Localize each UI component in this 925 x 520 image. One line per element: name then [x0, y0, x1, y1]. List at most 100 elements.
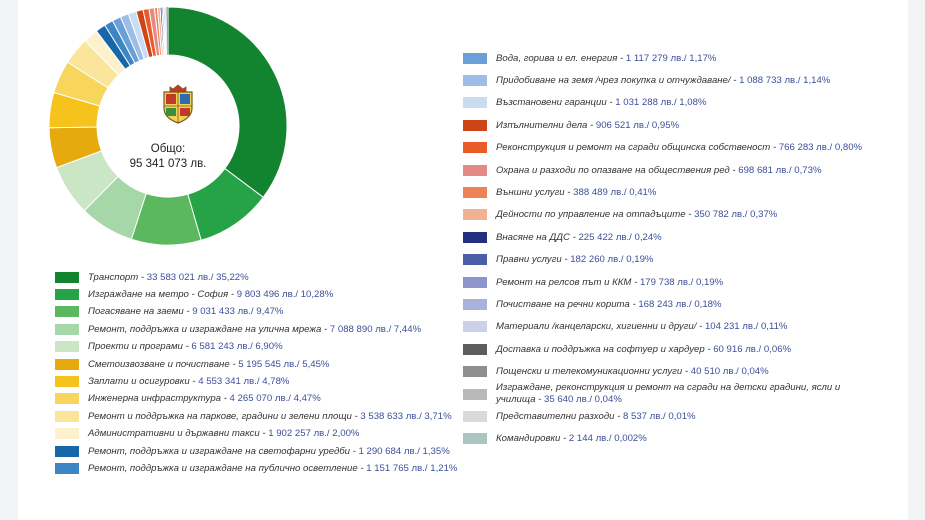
legend-category: Представителни разходи - [496, 410, 623, 422]
legend-value: 5 195 545 лв./ 5,45% [238, 358, 330, 370]
legend-value: 8 537 лв./ 0,01% [623, 410, 696, 422]
legend-label: Проекти и програми - 6 581 243 лв./ 6,90… [88, 341, 283, 352]
legend-label: Реконструкция и ремонт на сгради общинск… [496, 142, 862, 153]
donut-slice-24 [166, 7, 168, 56]
legend-swatch [55, 462, 79, 474]
donut-slice-0 [167, 6, 288, 198]
legend-category: Транспорт - [88, 271, 147, 283]
legend-label: Доставка и поддръжка на софтуер и хардуе… [496, 344, 791, 355]
legend-swatch [463, 74, 487, 86]
legend-label: Правни услуги - 182 260 лв./ 0,19% [496, 254, 653, 265]
legend-swatch [463, 142, 487, 154]
legend-item-19: Дейности по управление на отпадъците - 3… [463, 208, 777, 222]
legend-swatch [463, 186, 487, 198]
legend-swatch [463, 321, 487, 333]
legend-label: Командировки - 2 144 лв./ 0,002% [496, 433, 647, 444]
legend-label: Ремонт, поддръжка и изграждане на светоф… [88, 446, 450, 457]
legend-swatch [55, 428, 79, 440]
legend-value: 40 510 лв./ 0,04% [690, 366, 769, 378]
legend-value: 168 243 лв./ 0,18% [638, 298, 722, 310]
legend-label: Дейности по управление на отпадъците - 3… [496, 209, 777, 220]
legend-swatch [463, 366, 487, 378]
legend-item-18: Външни услуги - 388 489 лв./ 0,41% [463, 185, 656, 199]
legend-swatch [55, 288, 79, 300]
donut-slice-23 [164, 6, 168, 56]
legend-swatch [55, 306, 79, 318]
legend-value: 1 902 257 лв./ 2,00% [268, 428, 360, 440]
legend-swatch [55, 445, 79, 457]
legend-swatch [463, 231, 487, 243]
legend-value: 182 260 лв./ 0,19% [570, 254, 654, 266]
legend-label: Възстановени гаранции - 1 031 288 лв./ 1… [496, 97, 707, 108]
legend-label: Внасяне на ДДС - 225 422 лв./ 0,24% [496, 232, 662, 243]
legend-category: Инженерна инфраструктура - [88, 393, 230, 405]
legend-category: Пощенски и телекомуникационни услуги - [496, 366, 691, 378]
legend-category: Ремонт на релсов път и ККМ - [496, 276, 640, 288]
legend-value: 60 916 лв./ 0,06% [713, 343, 792, 355]
legend-label: Пощенски и телекомуникационни услуги - 4… [496, 366, 769, 377]
legend-category: Реконструкция и ремонт на сгради общинск… [496, 142, 779, 154]
legend-item-13: Придобиване на земя /чрез покупка и отчу… [463, 73, 830, 87]
legend-swatch [55, 323, 79, 335]
legend-swatch [463, 388, 487, 400]
legend-swatch [463, 164, 487, 176]
legend-item-7: Инженерна инфраструктура - 4 265 070 лв.… [55, 392, 321, 406]
legend-swatch [463, 343, 487, 355]
legend-category: Изпълнителни дела - [496, 119, 596, 131]
legend-swatch [55, 271, 79, 283]
legend-label: Представителни разходи - 8 537 лв./ 0,01… [496, 411, 696, 422]
legend-label: Заплати и осигуровки - 4 553 341 лв./ 4,… [88, 376, 289, 387]
legend-label: Ремонт на релсов път и ККМ - 179 738 лв.… [496, 277, 723, 288]
legend-value: 2 144 лв./ 0,002% [568, 433, 647, 445]
legend-category: Административни и държавни такси - [88, 428, 269, 440]
legend-value: 35 640 лв./ 0,04% [543, 394, 622, 405]
legend-label: Придобиване на земя /чрез покупка и отчу… [496, 75, 830, 86]
total-label: Общо: [150, 143, 186, 155]
legend-label: Изпълнителни дела - 906 521 лв./ 0,95% [496, 120, 679, 131]
legend-item-1: Изграждане на метро - София - 9 803 496 … [55, 287, 333, 301]
legend-item-4: Проекти и програми - 6 581 243 лв./ 6,90… [55, 340, 283, 354]
legend-swatch [463, 298, 487, 310]
legend-item-20: Внасяне на ДДС - 225 422 лв./ 0,24% [463, 230, 662, 244]
legend-value: 225 422 лв./ 0,24% [578, 231, 662, 243]
legend-value: 9 803 496 лв./ 10,28% [236, 288, 334, 300]
legend-value: 906 521 лв./ 0,95% [595, 119, 680, 131]
legend-category: Вода, горива и ел. енергия - [496, 52, 626, 64]
legend-value: 766 283 лв./ 0,80% [778, 142, 863, 154]
legend-item-28: Представителни разходи - 8 537 лв./ 0,01… [463, 409, 696, 423]
legend-label: Ремонт и поддръжка на паркове, градини и… [88, 411, 452, 422]
legend-item-2: Погасяване на заеми - 9 031 433 лв./ 9,4… [55, 305, 283, 319]
legend-swatch [55, 375, 79, 387]
donut-slice-25 [166, 7, 168, 56]
legend-category: Ремонт, поддръжка и изграждане на улична… [88, 323, 330, 335]
legend-label: Сметоизвозване и почистване - 5 195 545 … [88, 359, 329, 370]
legend-item-17: Охрана и разходи по опазване на обществе… [463, 163, 822, 177]
total-value: 95 341 073 лв. [129, 158, 207, 170]
legend-category: Дейности по управление на отпадъците - [496, 209, 695, 221]
legend-value: 3 538 633 лв./ 3,71% [360, 410, 452, 422]
legend-category: Ремонт, поддръжка и изграждане на светоф… [88, 445, 359, 457]
legend-category: Почистване на речни корита - [496, 298, 639, 310]
legend-item-0: Транспорт - 33 583 021 лв./ 35,22% [55, 270, 249, 284]
legend-label: Охрана и разходи по опазване на обществе… [496, 165, 822, 176]
legend-swatch [463, 97, 487, 109]
legend-category: Сметоизвозване и почистване - [88, 358, 239, 370]
legend-item-6: Заплати и осигуровки - 4 553 341 лв./ 4,… [55, 374, 289, 388]
legend-item-10: Ремонт, поддръжка и изграждане на светоф… [55, 444, 450, 458]
legend-value: 350 782 лв./ 0,37% [694, 209, 778, 221]
legend-category: Командировки - [496, 433, 569, 445]
legend-item-14: Възстановени гаранции - 1 031 288 лв./ 1… [463, 96, 707, 110]
legend-value: 1 290 684 лв./ 1,35% [358, 445, 450, 457]
legend-label: Изграждане на метро - София - 9 803 496 … [88, 289, 333, 300]
legend-item-8: Ремонт и поддръжка на паркове, градини и… [55, 409, 452, 423]
legend-label: Погасяване на заеми - 9 031 433 лв./ 9,4… [88, 306, 283, 317]
legend-item-22: Ремонт на релсов път и ККМ - 179 738 лв.… [463, 275, 723, 289]
legend-item-21: Правни услуги - 182 260 лв./ 0,19% [463, 253, 653, 267]
legend-value: 6 581 243 лв./ 6,90% [191, 341, 283, 353]
legend-label: Почистване на речни корита - 168 243 лв.… [496, 299, 722, 310]
legend-category: Доставка и поддръжка на софтуер и хардуе… [496, 343, 714, 355]
legend-label: Транспорт - 33 583 021 лв./ 35,22% [88, 272, 249, 283]
legend-item-25: Доставка и поддръжка на софтуер и хардуе… [463, 342, 791, 356]
legend-category: Материали /канцеларски, хигиенни и други… [496, 321, 705, 333]
